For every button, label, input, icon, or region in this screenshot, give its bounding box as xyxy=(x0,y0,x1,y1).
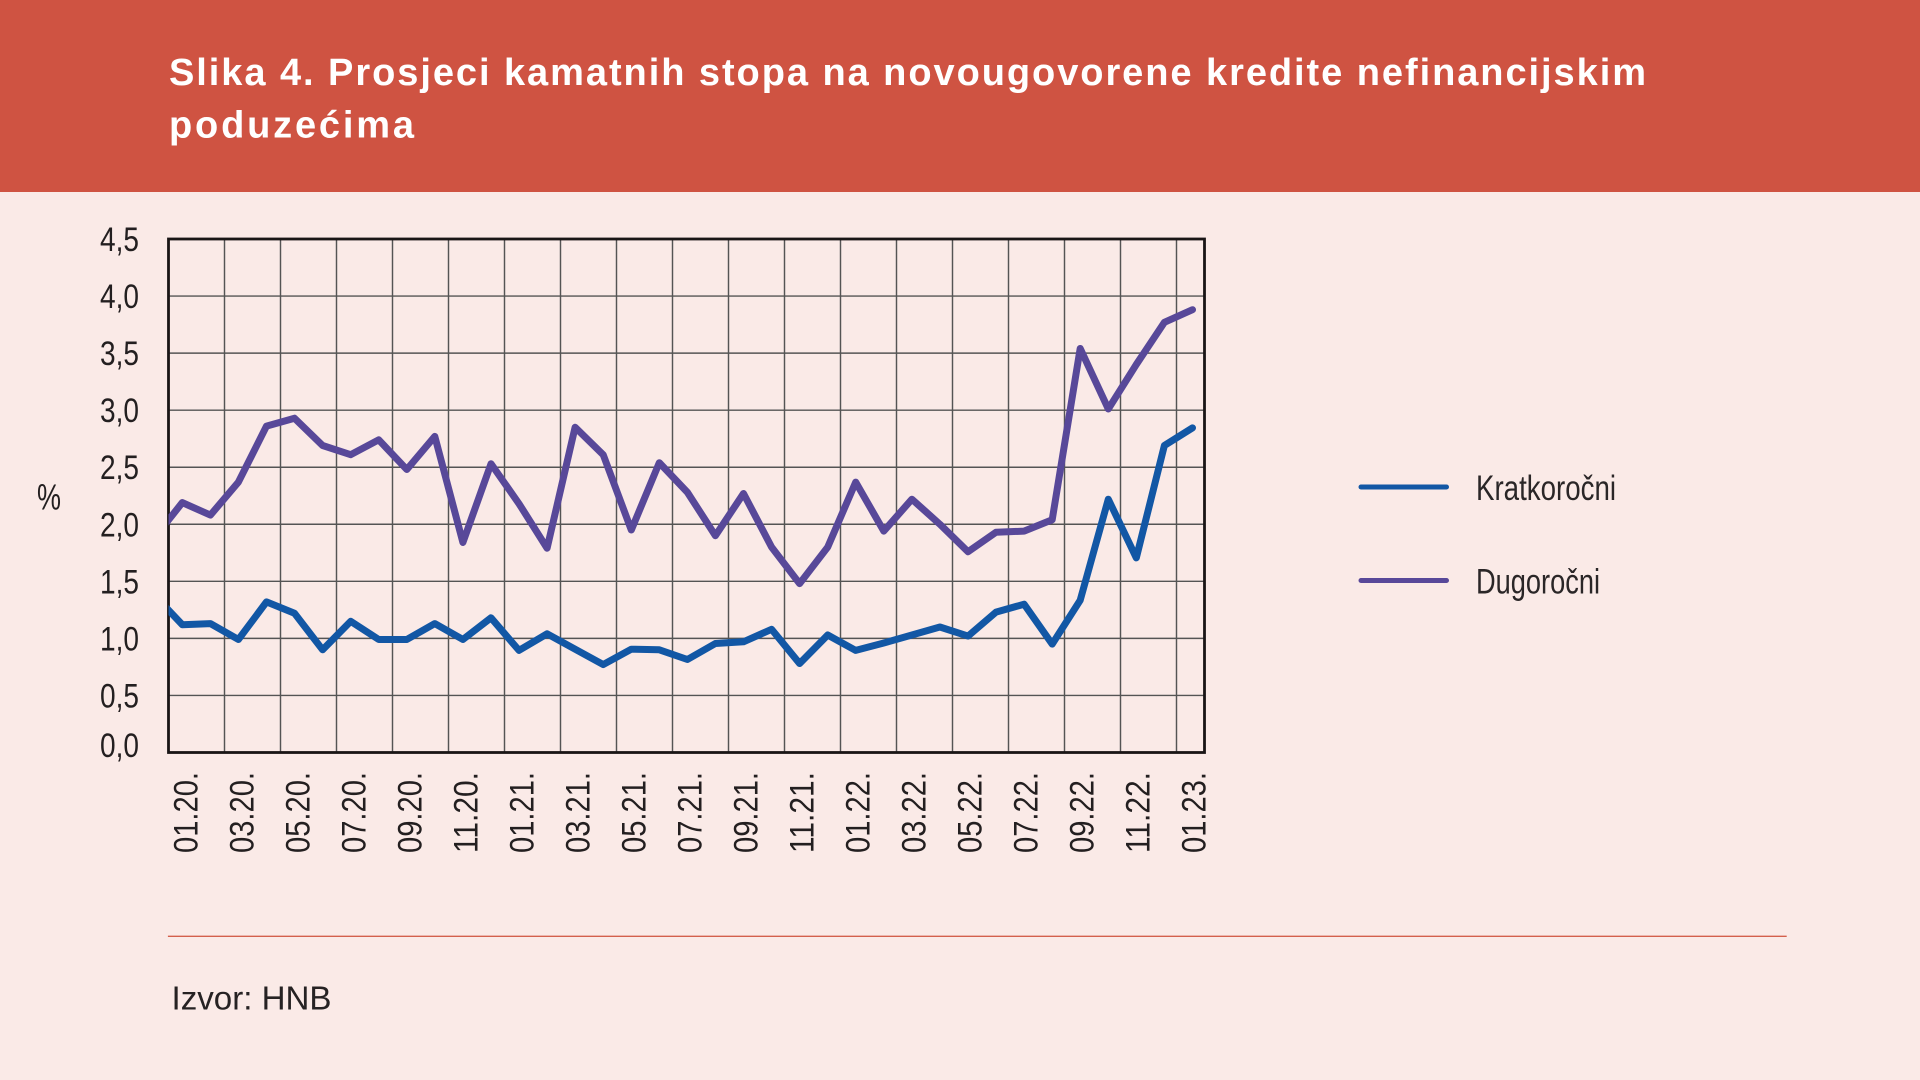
svg-text:Kratkoročni: Kratkoročni xyxy=(1476,469,1616,508)
svg-text:03.20.: 03.20. xyxy=(224,772,262,853)
svg-text:05.20.: 05.20. xyxy=(280,772,318,853)
svg-text:%: % xyxy=(37,476,61,517)
svg-text:09.22.: 09.22. xyxy=(1064,772,1102,853)
svg-text:09.20.: 09.20. xyxy=(392,772,430,853)
svg-text:03.22.: 03.22. xyxy=(896,772,934,853)
svg-text:05.22.: 05.22. xyxy=(952,772,990,853)
svg-text:2,5: 2,5 xyxy=(100,449,139,487)
svg-text:01.21.: 01.21. xyxy=(504,772,542,853)
svg-text:11.21.: 11.21. xyxy=(784,772,822,853)
svg-text:07.20.: 07.20. xyxy=(336,772,374,853)
svg-text:09.21.: 09.21. xyxy=(728,772,766,853)
svg-text:05.21.: 05.21. xyxy=(616,772,654,853)
svg-text:3,5: 3,5 xyxy=(100,335,139,373)
svg-text:0,0: 0,0 xyxy=(100,727,139,765)
svg-text:07.22.: 07.22. xyxy=(1008,772,1046,853)
svg-text:Izvor: HNB: Izvor: HNB xyxy=(172,980,332,1017)
svg-text:4,5: 4,5 xyxy=(100,221,139,259)
svg-text:Slika 4. Prosjeci kamatnih sto: Slika 4. Prosjeci kamatnih stopa na novo… xyxy=(169,52,1646,94)
svg-text:11.22.: 11.22. xyxy=(1120,772,1158,853)
svg-text:1,5: 1,5 xyxy=(100,563,139,601)
svg-text:01.22.: 01.22. xyxy=(840,772,878,853)
svg-text:2,0: 2,0 xyxy=(100,506,139,544)
svg-text:4,0: 4,0 xyxy=(100,278,139,316)
svg-text:0,5: 0,5 xyxy=(100,677,139,715)
svg-text:11.20.: 11.20. xyxy=(448,772,486,853)
svg-text:01.20.: 01.20. xyxy=(168,772,206,853)
svg-text:Dugoročni: Dugoročni xyxy=(1476,562,1600,601)
svg-text:01.23.: 01.23. xyxy=(1176,772,1214,853)
svg-text:3,0: 3,0 xyxy=(100,392,139,430)
svg-text:03.21.: 03.21. xyxy=(560,772,598,853)
svg-text:1,0: 1,0 xyxy=(100,620,139,658)
svg-text:poduzećima: poduzećima xyxy=(169,105,415,147)
svg-text:07.21.: 07.21. xyxy=(672,772,710,853)
